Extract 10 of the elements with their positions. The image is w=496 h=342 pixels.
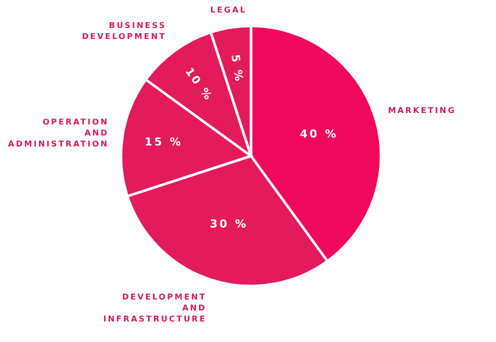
slice-label: LEGAL — [210, 5, 247, 14]
slice-label: OPERATION AND ADMINISTRATION — [8, 117, 109, 148]
data-label: 10 % — [182, 65, 216, 104]
slice-label: MARKETING — [388, 106, 456, 115]
data-label: 40 % — [300, 127, 338, 140]
slice-label: DEVELOPMENT AND INFRASTRUCTURE — [103, 292, 206, 324]
data-label: 5 % — [228, 54, 246, 84]
data-label: 30 % — [210, 218, 248, 230]
slice-label: BUSINESS DEVELOPMENT — [82, 20, 166, 41]
data-label: 15 % — [144, 136, 183, 149]
